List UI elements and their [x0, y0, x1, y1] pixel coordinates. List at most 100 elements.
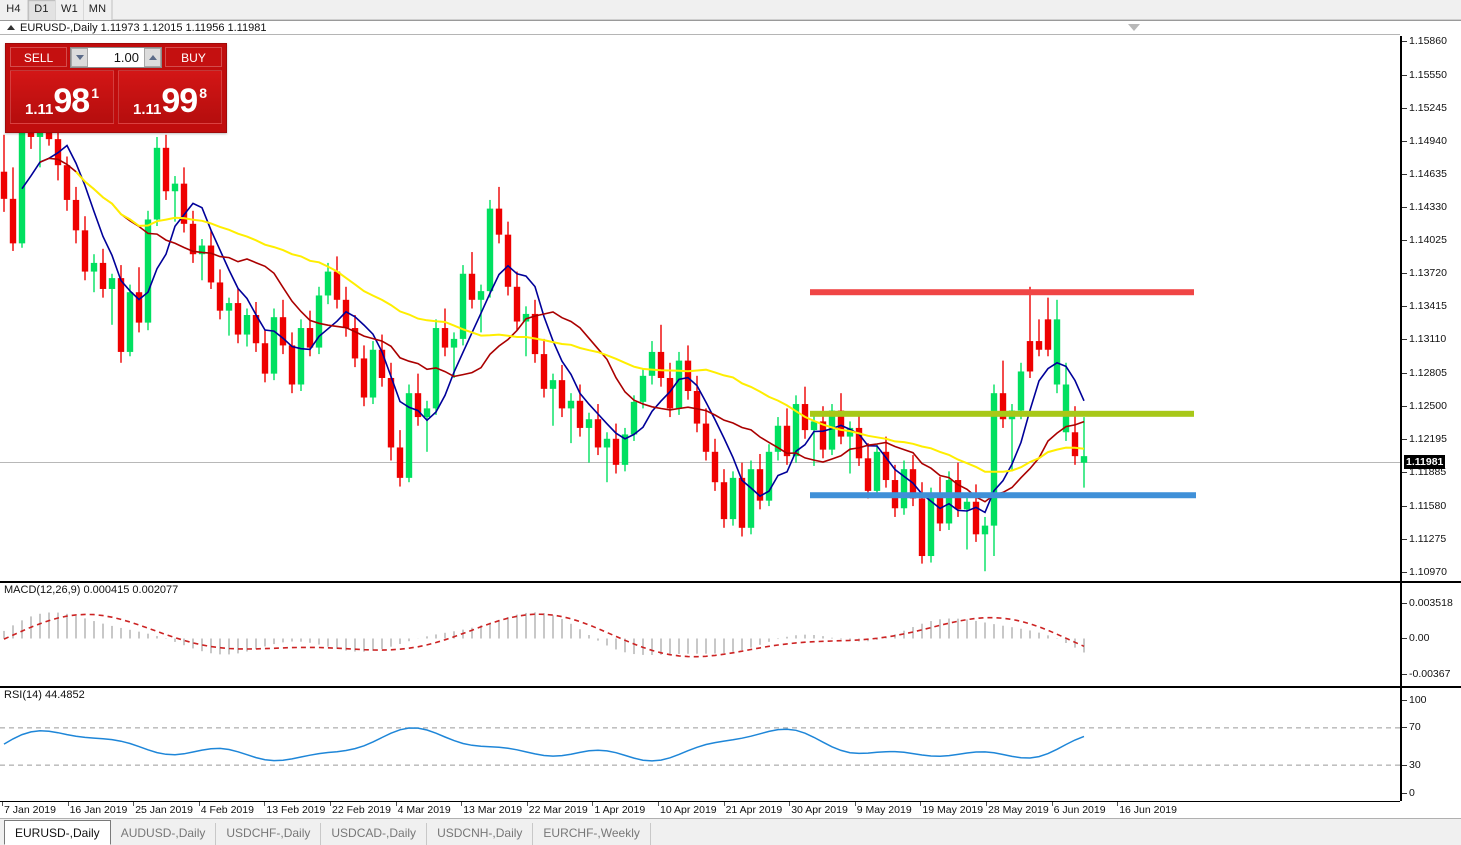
volume-decrement-button[interactable]	[71, 47, 88, 67]
price-scale-label: 1.12805	[1409, 367, 1447, 379]
rsi-chart-svg	[0, 727, 1400, 766]
macd-scale-label: 0.00	[1409, 632, 1430, 644]
chart-tab-eurchf[interactable]: EURCHF-,Weekly	[533, 823, 651, 845]
time-scale[interactable]: 7 Jan 2019 16 Jan 2019 25 Jan 2019 4 Feb 20…	[0, 801, 1400, 819]
macd-scale-tick	[1402, 638, 1407, 639]
price-scale-tick	[1402, 472, 1407, 473]
time-scale-tick	[526, 802, 528, 806]
toolbar-spacer	[112, 0, 1461, 19]
time-scale-tick	[920, 802, 922, 806]
chart-tab-eurusd[interactable]: EURUSD-,Daily	[4, 820, 111, 845]
chevron-down-icon	[75, 54, 84, 60]
chart-title: EURUSD-,Daily 1.11973 1.12015 1.11956 1.…	[20, 22, 267, 34]
time-scale-label: 19 May 2019	[922, 804, 984, 816]
price-scale-tick	[1402, 406, 1407, 407]
price-scale-tick	[1402, 572, 1407, 573]
price-scale-label: 1.15860	[1409, 35, 1447, 47]
time-scale-tick	[330, 802, 331, 806]
price-scale-label: 1.11885	[1409, 466, 1447, 478]
timeframe-mn[interactable]: MN	[84, 0, 112, 20]
macd-scale-label: -0.00367	[1409, 668, 1451, 680]
chart-tab-bar: EURUSD-,Daily AUDUSD-,Daily USDCHF-,Daily U…	[0, 818, 1461, 845]
one-click-trading-panel: SELL 1.00 BUY 1.1198 1 1.1199 8	[5, 43, 227, 133]
chevron-up-icon	[148, 54, 157, 60]
timeframe-w1[interactable]: W1	[56, 0, 84, 20]
time-scale-tick	[198, 802, 200, 806]
chart-tab-usdchf[interactable]: USDCHF-,Daily	[216, 823, 322, 845]
triangle-down-icon[interactable]	[1128, 24, 1140, 31]
price-scale-tick	[1402, 108, 1407, 109]
time-scale-label: 22 Mar 2019	[528, 804, 588, 816]
sell-price-fraction: 1	[91, 85, 99, 101]
buy-price-prefix: 1.11	[133, 101, 162, 118]
sell-button[interactable]: SELL	[10, 47, 67, 67]
price-scale-tick	[1402, 506, 1407, 507]
timeframe-d1[interactable]: D1	[28, 0, 56, 20]
price-scale-label: 1.14635	[1409, 168, 1447, 180]
time-scale-label: 13 Mar 2019	[463, 804, 523, 816]
time-scale-label: 10 Apr 2019	[660, 804, 717, 816]
chart-tab-usdcnh[interactable]: USDCNH-,Daily	[427, 823, 534, 845]
time-scale-tick	[67, 802, 69, 806]
time-scale-tick	[1051, 802, 1053, 806]
price-scale-main[interactable]: 1.15860 1.15550 1.15245 1.14940 1.14635 1.143…	[1400, 35, 1461, 581]
price-scale-tick	[1402, 306, 1407, 307]
time-scale-label: 21 Apr 2019	[725, 804, 783, 816]
price-scale-label: 1.11275	[1409, 533, 1447, 545]
time-scale-tick	[395, 802, 397, 806]
timeframe-h4[interactable]: H4	[0, 0, 28, 20]
price-scale-label: 1.13110	[1409, 333, 1447, 345]
price-scale-label: 1.12500	[1409, 400, 1447, 412]
time-scale-tick	[986, 802, 987, 806]
price-scale-tick	[1402, 273, 1407, 274]
sell-price-button[interactable]: 1.1198 1	[10, 70, 114, 124]
buy-button[interactable]: BUY	[165, 47, 222, 67]
macd-label: MACD(12,26,9) 0.000415 0.002077	[4, 584, 179, 596]
rsi-scale-label: 0	[1409, 787, 1415, 799]
price-scale-label: 1.14330	[1409, 201, 1447, 213]
price-scale-tick	[1402, 339, 1407, 340]
time-scale-label: 7 Jan 2019	[4, 804, 56, 816]
buy-price-fraction: 8	[199, 85, 207, 101]
current-price-marker: 1.11981	[1404, 455, 1446, 469]
price-pane	[0, 36, 1400, 581]
macd-pane: MACD(12,26,9) 0.000415 0.002077	[0, 581, 1400, 686]
price-scale-macd[interactable]: 0.003518 0.00 -0.00367	[1400, 581, 1461, 686]
rsi-scale-tick	[1402, 700, 1407, 701]
macd-scale-label: 0.003518	[1409, 597, 1453, 609]
price-scale-label: 1.13720	[1409, 267, 1447, 279]
time-scale-tick	[592, 802, 594, 806]
rsi-label: RSI(14) 44.4852	[4, 689, 85, 701]
chart-window: EURUSD-,Daily 1.11973 1.12015 1.11956 1.…	[0, 20, 1461, 819]
time-scale-tick	[1117, 802, 1119, 806]
price-scale-label: 1.11580	[1409, 500, 1447, 512]
price-scale-tick	[1402, 174, 1407, 175]
time-scale-tick	[789, 802, 791, 806]
buy-price-button[interactable]: 1.1199 8	[118, 70, 222, 124]
sell-price-big: 98	[53, 82, 90, 120]
macd-scale-tick	[1402, 674, 1407, 675]
triangle-up-icon[interactable]	[7, 25, 15, 30]
volume-increment-button[interactable]	[144, 47, 161, 67]
rsi-scale-tick	[1402, 727, 1407, 728]
price-plot	[0, 36, 1400, 581]
chart-tab-audusd[interactable]: AUDUSD-,Daily	[111, 823, 217, 845]
time-scale-label: 28 May 2019	[988, 804, 1049, 816]
time-scale-tick	[723, 802, 725, 806]
time-scale-label: 25 Jan 2019	[135, 804, 193, 816]
volume-input[interactable]: 1.00	[113, 49, 139, 65]
time-scale-tick	[264, 802, 266, 806]
price-scale-tick	[1402, 439, 1407, 440]
price-scale-label: 1.15245	[1409, 102, 1447, 114]
chart-tab-usdcad[interactable]: USDCAD-,Daily	[321, 823, 428, 845]
price-scale-tick	[1402, 373, 1407, 374]
price-scale-label: 1.12195	[1409, 433, 1447, 445]
sell-price-display: 1.1198 1	[11, 82, 113, 121]
time-scale-label: 9 May 2019	[856, 804, 912, 816]
price-scale-rsi[interactable]: 100 70 30 0	[1400, 686, 1461, 801]
price-scale-label: 1.13415	[1409, 300, 1447, 312]
buy-price-display: 1.1199 8	[119, 82, 221, 121]
volume-stepper[interactable]: 1.00	[70, 46, 162, 68]
price-scale-tick	[1402, 240, 1407, 241]
